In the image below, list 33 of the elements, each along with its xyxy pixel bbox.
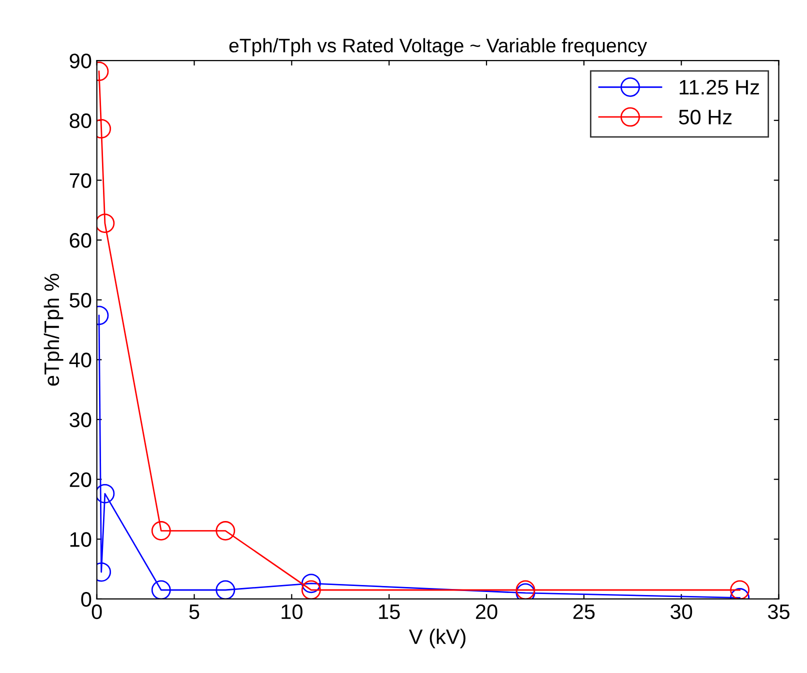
point bbox=[151, 580, 171, 599]
x-axis-title: V (kV) bbox=[408, 628, 466, 648]
legend-label: 50 Hz bbox=[678, 110, 732, 124]
y-tick-label: 40 bbox=[69, 352, 92, 368]
point bbox=[730, 580, 750, 599]
x-tick-label: 5 bbox=[189, 604, 200, 620]
point bbox=[216, 580, 236, 599]
point bbox=[151, 521, 171, 540]
point bbox=[301, 580, 321, 599]
y-tick-label: 80 bbox=[70, 113, 92, 128]
x-tick-label: 20 bbox=[476, 604, 498, 620]
y-tick-label: 20 bbox=[70, 472, 92, 488]
y-tick-label: 10 bbox=[70, 532, 92, 547]
legend-label: 11.25 Hz bbox=[680, 80, 759, 95]
x-tick-label: 25 bbox=[573, 604, 595, 620]
y-tick-label: 30 bbox=[70, 412, 92, 428]
y-tick-label: 60 bbox=[70, 233, 92, 248]
y-tick-label: 0 bbox=[81, 592, 92, 607]
x-tick-label: 35 bbox=[768, 604, 790, 620]
point bbox=[216, 521, 236, 540]
x-tick-label: 30 bbox=[670, 604, 692, 620]
y-tick-label: 90 bbox=[70, 54, 92, 68]
point bbox=[516, 580, 536, 599]
chart-title: eTph/Tph vs Rated Voltage ~ Variable frequency bbox=[229, 38, 648, 56]
y-tick-label: 50 bbox=[70, 292, 92, 308]
point bbox=[301, 574, 321, 594]
y-tick-label: 70 bbox=[70, 173, 92, 188]
point bbox=[96, 484, 115, 504]
x-tick-label: 10 bbox=[282, 604, 302, 620]
x-tick-label: 15 bbox=[379, 604, 400, 620]
point bbox=[96, 214, 115, 234]
x-tick-label: 0 bbox=[92, 604, 102, 620]
y-axis-title: eTph/Tph % bbox=[44, 274, 64, 386]
